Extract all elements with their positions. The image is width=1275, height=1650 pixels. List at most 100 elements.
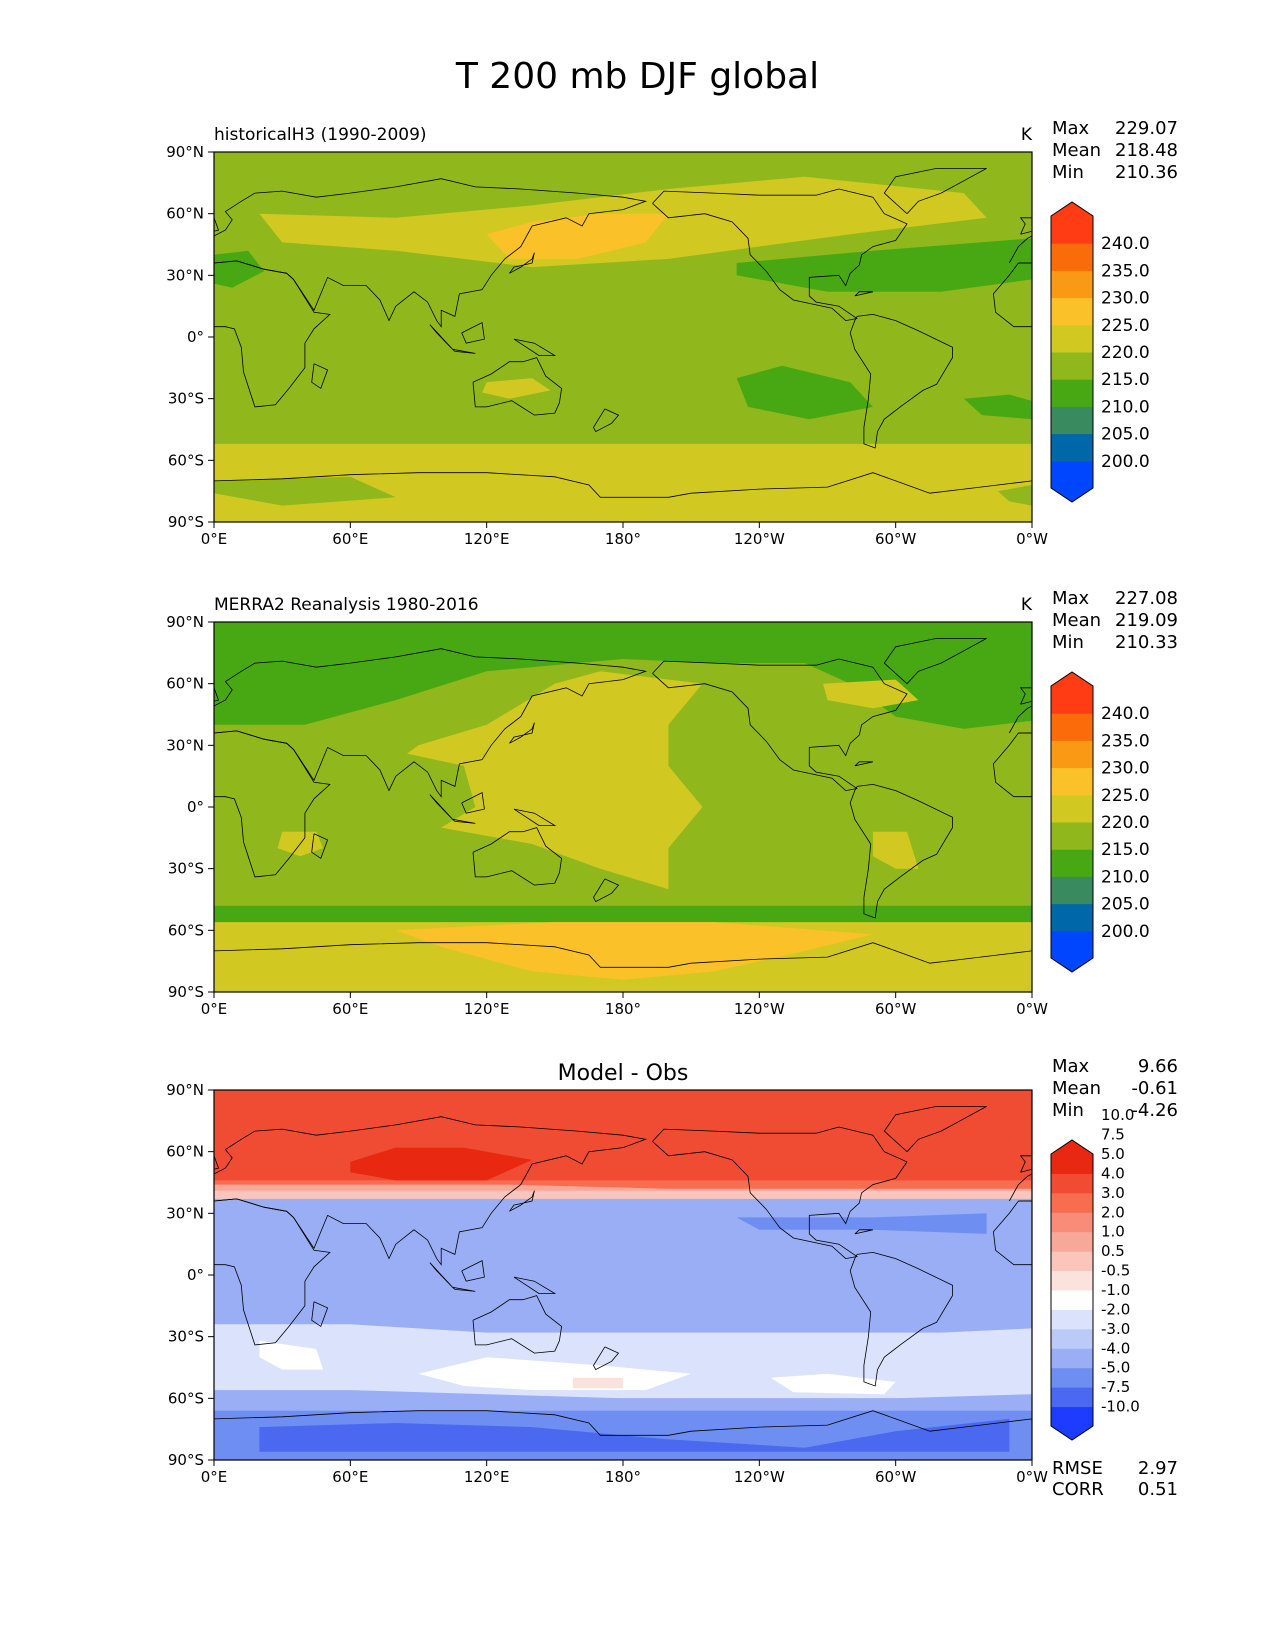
coastline bbox=[311, 363, 329, 390]
y-tick-label: 0° bbox=[187, 798, 204, 816]
colorbar-segment bbox=[1051, 1348, 1093, 1369]
coastline bbox=[854, 291, 873, 297]
coastline bbox=[311, 833, 329, 860]
stat-label-max: Max bbox=[1052, 588, 1090, 609]
contour-region-7 bbox=[823, 679, 919, 709]
colorbar-extend-max-icon bbox=[1051, 1140, 1093, 1154]
colorbar-label: 205.0 bbox=[1101, 895, 1150, 915]
colorbar-label: 2.0 bbox=[1101, 1203, 1125, 1221]
coastline bbox=[472, 1295, 563, 1354]
colorbar-label: 7.5 bbox=[1101, 1126, 1125, 1144]
panel-obs: 0°E 60°E 120°E 180° 120°W 60°W 0°W 90°N 60°N 30°N… bbox=[0, 588, 1275, 1028]
coastline bbox=[452, 818, 476, 824]
extra-stat-value: 2.97 bbox=[1138, 1458, 1178, 1479]
colorbar-segment bbox=[1051, 297, 1093, 326]
coastline bbox=[214, 687, 220, 702]
coastline bbox=[429, 324, 453, 350]
y-tick-label: 90°N bbox=[166, 143, 204, 161]
colorbar-segment bbox=[1051, 822, 1093, 850]
contour-region-5 bbox=[214, 250, 264, 288]
colorbar-segment bbox=[1051, 352, 1093, 380]
colorbar-segment bbox=[1051, 1387, 1093, 1408]
stat-label-min: Min bbox=[1052, 632, 1084, 653]
colorbar-segment bbox=[1051, 903, 1093, 932]
stat-value-max: 227.08 bbox=[1115, 588, 1178, 609]
units-label: K bbox=[1021, 125, 1033, 145]
colorbar-segment bbox=[1051, 740, 1093, 769]
colorbar-label: 3.0 bbox=[1101, 1184, 1125, 1202]
colorbar-label: 1.0 bbox=[1101, 1223, 1125, 1241]
coastline bbox=[214, 1116, 648, 1266]
coastline bbox=[311, 1301, 329, 1328]
stat-label-mean: Mean bbox=[1052, 140, 1101, 161]
coastline bbox=[461, 1259, 485, 1282]
colorbar-segment bbox=[1051, 1251, 1093, 1272]
colorbar-segment bbox=[1051, 216, 1093, 244]
coastline bbox=[461, 321, 485, 344]
contour-region-7 bbox=[259, 1340, 324, 1370]
panel-title: historicalH3 (1990-2009) bbox=[214, 125, 427, 145]
colorbar-segment bbox=[1051, 1309, 1093, 1330]
contour-region-0 bbox=[214, 622, 1032, 729]
coastline bbox=[461, 791, 485, 814]
colorbar-label: -4.0 bbox=[1101, 1339, 1130, 1357]
colorbar-segment bbox=[1051, 243, 1093, 271]
colorbar-segment bbox=[1051, 686, 1093, 714]
stat-value-max: 9.66 bbox=[1138, 1056, 1178, 1077]
stat-label-min: Min bbox=[1052, 1100, 1084, 1121]
coastline bbox=[652, 658, 908, 792]
x-tick-label: 60°W bbox=[875, 1000, 917, 1018]
colorbar-outline bbox=[1050, 201, 1094, 503]
y-tick-label: 30°N bbox=[166, 266, 204, 284]
stat-value-mean: 218.48 bbox=[1115, 140, 1178, 161]
extra-stat-value: 0.51 bbox=[1138, 1479, 1178, 1496]
y-tick-label: 60°S bbox=[168, 451, 204, 469]
coastline bbox=[513, 1276, 557, 1294]
coastline bbox=[452, 1286, 476, 1292]
y-tick-label: 60°N bbox=[166, 205, 204, 223]
stat-value-min: 210.36 bbox=[1115, 162, 1178, 183]
contour-region-5 bbox=[736, 1213, 987, 1234]
colorbar-segment bbox=[1051, 1270, 1093, 1291]
coastline bbox=[452, 348, 476, 354]
colorbar-segment bbox=[1051, 767, 1093, 796]
colorbar-segment bbox=[1051, 460, 1093, 489]
contour-region-9 bbox=[573, 1377, 623, 1389]
x-tick-label: 0°W bbox=[1016, 1468, 1048, 1486]
map-panel-model: 0°E 60°E 120°E 180° 120°W 60°W 0°W 90°N 60°N 30°N… bbox=[166, 118, 1178, 548]
contour-region-0 bbox=[214, 443, 1032, 522]
coastline bbox=[992, 732, 1032, 798]
coastline bbox=[992, 262, 1032, 328]
y-tick-label: 60°N bbox=[166, 675, 204, 693]
colorbar-segment bbox=[1051, 324, 1093, 353]
x-tick-label: 60°W bbox=[875, 1468, 917, 1486]
x-tick-label: 180° bbox=[605, 1468, 641, 1486]
y-tick-label: 60°S bbox=[168, 1389, 204, 1407]
x-tick-label: 120°E bbox=[464, 1468, 510, 1486]
contour-region-3 bbox=[395, 922, 873, 980]
colorbar-label: -1.0 bbox=[1101, 1281, 1130, 1299]
coastline bbox=[992, 1200, 1032, 1266]
stat-label-mean: Mean bbox=[1052, 1078, 1101, 1099]
contour-region-6 bbox=[872, 831, 919, 869]
x-tick-label: 60°E bbox=[332, 530, 368, 548]
contour-region-13 bbox=[259, 1418, 1010, 1452]
y-tick-label: 60°S bbox=[168, 921, 204, 939]
coastline bbox=[1130, 1302, 1146, 1327]
colorbar-segment bbox=[1051, 794, 1093, 823]
coastline bbox=[214, 217, 220, 232]
colorbar-segment bbox=[1051, 849, 1093, 877]
coastline bbox=[214, 472, 1032, 498]
stat-label-min: Min bbox=[1052, 162, 1084, 183]
x-tick-label: 0°E bbox=[201, 530, 228, 548]
contour-region-9 bbox=[482, 378, 551, 399]
y-tick-label: 0° bbox=[187, 1266, 204, 1284]
map-field bbox=[214, 1090, 1146, 1460]
colorbar-segment bbox=[1051, 930, 1093, 959]
y-tick-label: 60°N bbox=[166, 1143, 204, 1161]
x-tick-label: 0°E bbox=[201, 1468, 228, 1486]
y-tick-label: 30°S bbox=[168, 1328, 204, 1346]
coastline bbox=[1008, 1173, 1032, 1202]
colorbar-label: 240.0 bbox=[1101, 704, 1150, 724]
y-tick-label: 30°N bbox=[166, 1204, 204, 1222]
